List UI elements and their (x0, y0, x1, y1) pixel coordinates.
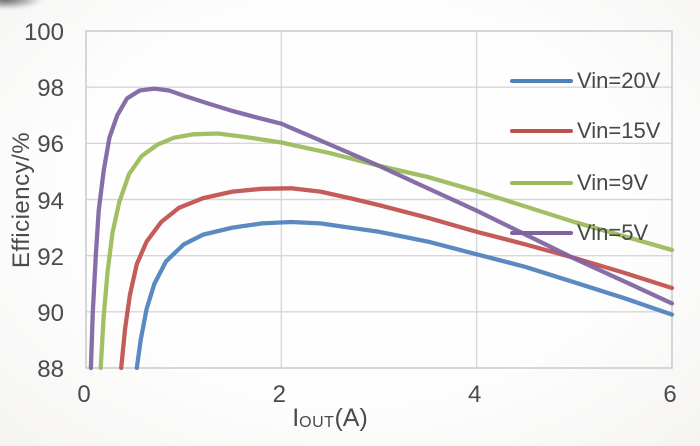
legend-label: Vin=20V (577, 68, 661, 93)
x-tick-label: 6 (663, 381, 677, 408)
y-tick-label: 92 (37, 243, 64, 271)
x-axis-title-symbol: I (292, 404, 300, 432)
legend: Vin=20V Vin=15V Vin=9V Vin=5V (510, 0, 685, 446)
legend-label: Vin=15V (577, 118, 661, 143)
y-tick-label: 88 (37, 356, 64, 383)
x-axis-title: I OUT (A) (250, 404, 410, 440)
legend-item: Vin=15V (510, 116, 660, 146)
x-axis-title-subscript: OUT (299, 414, 335, 431)
legend-item: Vin=20V (510, 66, 660, 96)
y-tick-label: 94 (37, 187, 64, 215)
legend-swatch-line (510, 180, 573, 186)
x-tick-label: 4 (467, 381, 482, 408)
y-tick-label: 100 (23, 19, 64, 46)
x-tick-label: 2 (272, 381, 286, 408)
legend-swatch-line (510, 128, 573, 134)
legend-swatch-line (510, 78, 573, 84)
y-tick-label: 90 (37, 299, 64, 327)
legend-item: Vin=5V (510, 218, 648, 248)
x-tick-label: 0 (77, 381, 91, 408)
legend-label: Vin=9V (577, 170, 649, 195)
photo-artifact (0, 0, 42, 9)
legend-label: Vin=5V (577, 220, 649, 245)
y-tick-label: 98 (37, 75, 64, 103)
legend-swatch-line (510, 230, 573, 236)
x-axis-title-unit: (A) (334, 404, 368, 432)
legend-item: Vin=9V (510, 168, 648, 198)
y-tick-label: 96 (37, 131, 64, 159)
